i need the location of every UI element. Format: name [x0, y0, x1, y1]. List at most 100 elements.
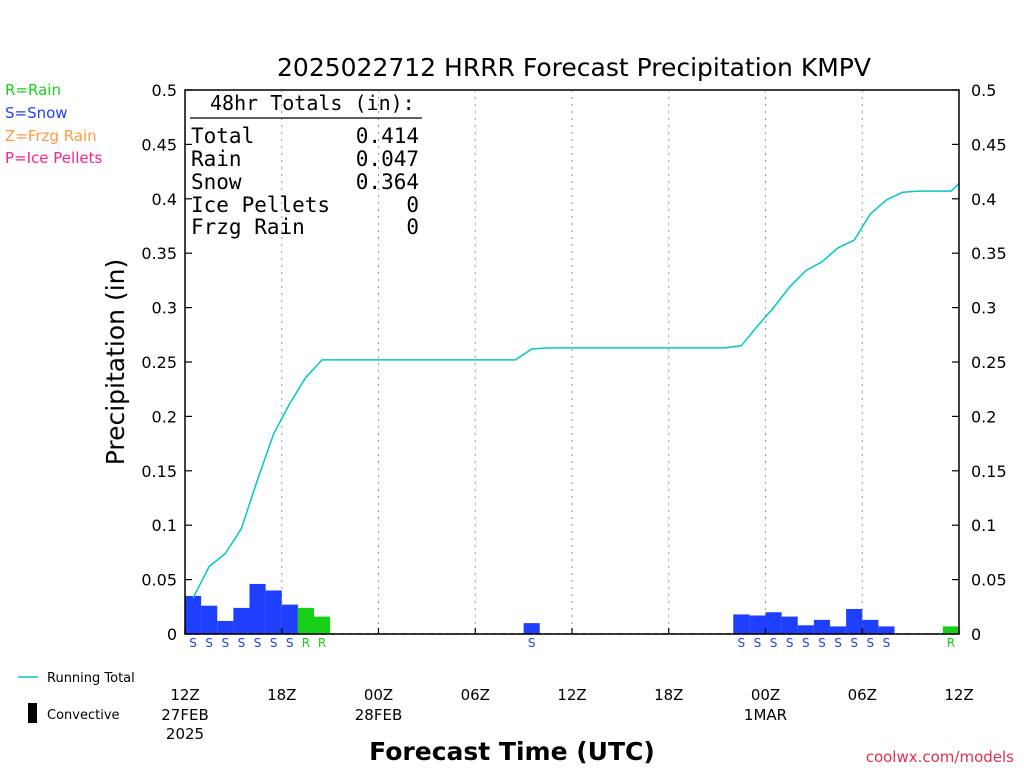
type-letter-13: S: [786, 636, 794, 650]
y-axis-label: Precipitation (in): [101, 259, 130, 466]
x-tick-label-3: 06Z: [461, 686, 490, 704]
y-tick-label-left-10: 0.5: [152, 81, 177, 100]
type-letter-0: S: [189, 636, 197, 650]
credit-text: coolwx.com/models: [866, 748, 1014, 766]
x-tick-label-1: 18Z: [267, 686, 296, 704]
type-letter-2: S: [222, 636, 230, 650]
y-tick-label-left-2: 0.1: [152, 516, 177, 535]
precip-bar-12: [765, 612, 782, 634]
y-tick-label-right-6: 0.3: [971, 299, 996, 318]
x-tick-label-2: 00Z: [364, 686, 393, 704]
running-total-legend-label: Running Total: [47, 671, 135, 686]
precip-bar-14: [797, 625, 814, 634]
running-total-line: [192, 183, 960, 599]
x-tick-date-2: 28FEB: [355, 706, 402, 724]
precip-bar-10: [733, 614, 750, 634]
type-letter-19: S: [883, 636, 891, 650]
totals-frzg-label: Frzg Rain: [191, 215, 305, 239]
type-letter-10: S: [738, 636, 746, 650]
legend-rain: R=Rain: [5, 81, 61, 99]
totals-rain-value: 0.047: [356, 147, 419, 171]
totals-snow-label: Snow: [191, 170, 242, 194]
x-tick-label-6: 00Z: [751, 686, 780, 704]
type-letter-7: R: [302, 636, 310, 650]
precip-bar-18: [862, 619, 879, 634]
totals-frzg-value: 0: [406, 215, 419, 239]
legend-ice-pellets: P=Ice Pellets: [5, 149, 102, 167]
totals-total-value: 0.414: [356, 124, 419, 148]
precip-bar-7: [297, 607, 314, 634]
x-tick-year-0: 2025: [166, 725, 204, 743]
precip-bar-5: [265, 590, 282, 634]
precip-bar-8: [314, 616, 331, 634]
type-letter-4: S: [254, 636, 262, 650]
type-letter-18: S: [867, 636, 875, 650]
type-letter-14: S: [802, 636, 810, 650]
x-tick-label-4: 12Z: [557, 686, 586, 704]
legend-snow: S=Snow: [5, 104, 68, 122]
totals-snow-value: 0.364: [356, 170, 419, 194]
totals-rain-label: Rain: [191, 147, 242, 171]
y-tick-label-right-9: 0.45: [971, 135, 1007, 154]
y-tick-label-right-1: 0.05: [971, 571, 1007, 590]
precip-bar-9: [523, 623, 540, 634]
bottom-legend: Running Total Convective: [18, 671, 135, 723]
precip-bar-3: [233, 607, 250, 634]
precip-type-legend: R=Rain S=Snow Z=Frzg Rain P=Ice Pellets: [5, 81, 102, 167]
totals-ice-value: 0: [406, 193, 419, 217]
convective-swatch: [28, 703, 37, 723]
type-letter-6: S: [286, 636, 294, 650]
y-tick-label-right-5: 0.25: [971, 353, 1007, 372]
y-tick-label-left-1: 0.05: [141, 571, 177, 590]
totals-ice-label: Ice Pellets: [191, 193, 330, 217]
type-letter-11: S: [754, 636, 762, 650]
x-tick-label-8: 12Z: [944, 686, 973, 704]
y-tick-label-right-0: 0: [971, 625, 981, 644]
type-letter-5: S: [270, 636, 278, 650]
y-tick-label-right-4: 0.2: [971, 407, 996, 426]
y-tick-label-left-9: 0.45: [141, 135, 177, 154]
type-letter-16: S: [834, 636, 842, 650]
chart-title: 2025022712 HRRR Forecast Precipitation K…: [277, 53, 871, 82]
x-tick-date-0: 27FEB: [161, 706, 208, 724]
type-letter-20: R: [947, 636, 955, 650]
legend-frzg-rain: Z=Frzg Rain: [5, 127, 97, 145]
convective-legend-label: Convective: [47, 708, 120, 723]
totals-total-label: Total: [191, 124, 254, 148]
x-tick-date-6: 1MAR: [744, 706, 787, 724]
y-tick-label-right-8: 0.4: [971, 190, 996, 209]
type-letter-8: R: [318, 636, 326, 650]
type-letter-15: S: [818, 636, 826, 650]
precip-bar-0: [185, 595, 202, 634]
y-tick-label-right-7: 0.35: [971, 244, 1007, 263]
precip-bar-11: [749, 615, 766, 634]
precip-bar-16: [830, 626, 847, 634]
y-tick-label-left-0: 0: [167, 625, 177, 644]
type-letter-17: S: [850, 636, 858, 650]
type-letter-3: S: [238, 636, 246, 650]
y-tick-label-left-5: 0.25: [141, 353, 177, 372]
totals-box: 48hr Totals (in): Total 0.414 Rain 0.047…: [190, 91, 422, 239]
type-letter-1: S: [205, 636, 213, 650]
precip-bar-19: [878, 626, 895, 634]
precip-bar-15: [813, 619, 830, 634]
y-tick-label-left-4: 0.2: [152, 407, 177, 426]
y-tick-label-left-6: 0.3: [152, 299, 177, 318]
x-tick-label-0: 12Z: [170, 686, 199, 704]
precip-bar-4: [249, 583, 266, 634]
type-letter-12: S: [770, 636, 778, 650]
precip-bar-17: [846, 608, 863, 634]
y-axis-ticks: 0 00.05 0.050.1 0.10.15 0.150.2 0.20.25 0.250.…: [141, 81, 1006, 644]
y-tick-label-left-8: 0.4: [152, 190, 177, 209]
y-tick-label-right-2: 0.1: [971, 516, 996, 535]
precip-bar-6: [281, 604, 298, 634]
precip-bar-1: [201, 605, 218, 634]
type-letter-9: S: [528, 636, 536, 650]
precip-bar-13: [781, 616, 798, 634]
y-tick-label-left-3: 0.15: [141, 462, 177, 481]
precip-bar-2: [217, 620, 234, 634]
totals-heading: 48hr Totals (in):: [210, 91, 415, 115]
